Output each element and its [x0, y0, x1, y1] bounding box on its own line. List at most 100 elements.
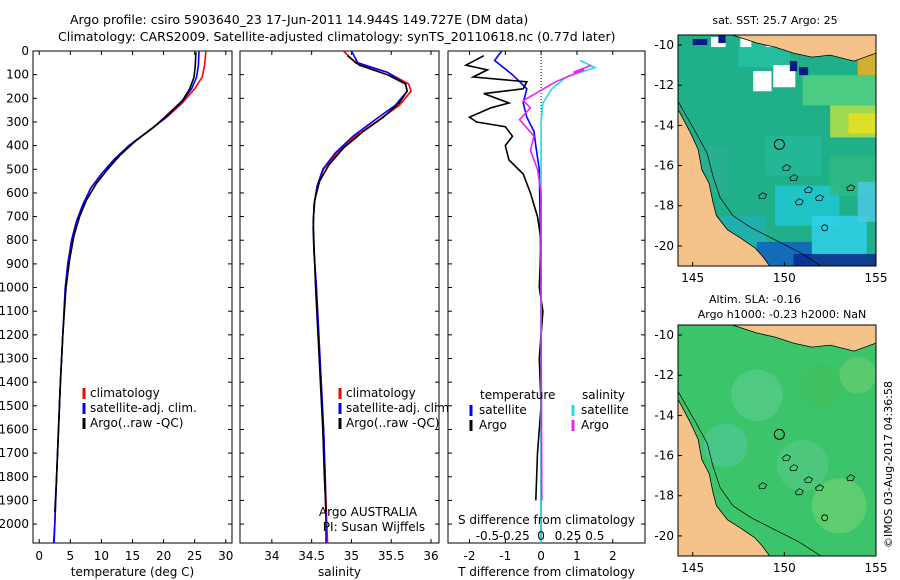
map-frame-sla-map: [677, 324, 877, 557]
map-xtick-label: 145: [681, 561, 704, 575]
reef: [789, 174, 799, 181]
sst-patch: [766, 135, 821, 176]
legend-label-temperature: Argo(..raw -QC): [90, 416, 183, 430]
cold-pixel: [692, 39, 708, 46]
top-axis-tick-label: 0.25: [555, 529, 582, 543]
ytick-label: 1000: [0, 281, 29, 295]
xtick-label: 35.5: [378, 549, 405, 563]
xtick-label: 5: [66, 549, 74, 563]
reef: [758, 482, 768, 490]
reef: [789, 464, 799, 471]
reef: [782, 454, 791, 461]
ytick-label: 100: [6, 68, 29, 82]
ytick-label: 600: [6, 186, 29, 200]
land-australia: [678, 399, 771, 556]
isobath: [678, 101, 822, 266]
ytick-label: 1600: [0, 422, 29, 436]
top-axis-tick-label: 0.5: [585, 529, 604, 543]
legend-label-salinity: Argo(..raw -QC): [346, 416, 439, 430]
panel-temperature: 0100200300400500600700800900100011001200…: [0, 44, 233, 579]
reef: [758, 192, 768, 200]
xtick-label: 15: [125, 549, 140, 563]
reef: [782, 164, 791, 171]
series-difference-s-satellite: [540, 59, 598, 543]
map-sst-map: 145 150 155 -10 -12 -14 -16 -18 -20: [654, 34, 888, 285]
missing-data: [740, 35, 752, 48]
reef: [846, 474, 856, 482]
map-ytick-label: -20: [654, 239, 674, 253]
xtick-label: 35: [344, 549, 359, 563]
legend-label-temperature: climatology: [90, 386, 160, 400]
xtick-label: 2: [609, 549, 617, 563]
sst-patch: [848, 113, 876, 134]
sst-patch: [793, 253, 876, 266]
ytick-label: 300: [6, 115, 29, 129]
panel-frame-salinity: [239, 50, 440, 544]
series-difference-s-argo: [518, 64, 592, 501]
header-line2: Climatology: CARS2009. Satellite-adjuste…: [58, 29, 616, 44]
sst-patch: [811, 215, 867, 256]
series-difference-t-argo: [463, 54, 544, 501]
annotation-line2: PI: Susan Wijffels: [323, 520, 425, 534]
series-temperature-argo-raw-qc-: [54, 52, 197, 513]
map-xtick-label: 155: [865, 271, 888, 285]
xtick-label: 0: [537, 549, 545, 563]
sla-blob: [811, 478, 867, 534]
xtick-label: 25: [187, 549, 202, 563]
xtick-label: -1: [499, 549, 511, 563]
panel-salinity: 34 34.5 35 35.5 36 salinity climatologysatelli…: [239, 50, 453, 579]
map-ytick-label: -18: [654, 199, 674, 213]
reef: [815, 194, 824, 202]
legend-header-salinity: salinity: [582, 388, 625, 402]
map-ytick-label: -10: [654, 328, 674, 342]
xtick-label: 36: [423, 549, 438, 563]
ytick-label: 500: [6, 162, 29, 176]
header-line1: Argo profile: csiro 5903640_23 17-Jun-20…: [70, 12, 529, 27]
map-ytick-label: -20: [654, 529, 674, 543]
ytick-label: 0: [21, 44, 29, 58]
map-inner-sla-map: [678, 325, 876, 556]
argo-float-marker: [773, 138, 785, 150]
map-xtick-label: 150: [773, 561, 796, 575]
ytick-label: 1100: [0, 304, 29, 318]
map-ytick-label: -14: [654, 118, 674, 132]
map-ytick-label: -10: [654, 38, 674, 52]
xtick-label: 20: [156, 549, 171, 563]
secondary-marker: [821, 224, 829, 232]
panel-difference: -2 -1 0 1 2 T difference from climatology temp…: [447, 50, 646, 579]
top-axis-tick-label: -0.5: [476, 529, 499, 543]
sla-blob: [777, 439, 829, 492]
reef: [804, 476, 813, 484]
cold-pixel: [799, 67, 809, 76]
legend-label-diff: Argo: [479, 418, 507, 432]
ytick-label: 1200: [0, 328, 29, 342]
sla-blob: [799, 363, 843, 408]
map-inner-sst-map: [678, 35, 876, 266]
sla-map-title2: Argo h1000: -0.23 h2000: NaN: [698, 308, 867, 321]
ytick-label: 200: [6, 91, 29, 105]
ytick-label: 1800: [0, 470, 29, 484]
xlabel-salinity: salinity: [318, 565, 361, 579]
xtick-label: 0: [35, 549, 43, 563]
map-sla-map: 145 150 155 -10 -12 -14 -16 -18 -20: [654, 324, 887, 575]
top-axis-label: S difference from climatology: [458, 513, 635, 527]
xlabel-difference: T difference from climatology: [457, 565, 635, 579]
sst-patch: [857, 181, 876, 222]
map-frame-sst-map: [677, 34, 877, 267]
map-xtick-label: 150: [773, 271, 796, 285]
land-png: [678, 35, 876, 62]
legend-label-salinity: climatology: [346, 386, 416, 400]
map-ytick-label: -18: [654, 489, 674, 503]
map-ytick-label: -16: [654, 159, 674, 173]
legend-label-diff: satellite: [581, 403, 629, 417]
reef: [815, 484, 824, 492]
ytick-label: 1300: [0, 352, 29, 366]
ytick-label: 1700: [0, 446, 29, 460]
xtick-label: -2: [464, 549, 476, 563]
map-ytick-label: -12: [654, 368, 674, 382]
reef: [804, 186, 813, 194]
ytick-label: 700: [6, 210, 29, 224]
ytick-label: 900: [6, 257, 29, 271]
argo-float-marker: [773, 428, 785, 440]
ytick-label: 1500: [0, 399, 29, 413]
